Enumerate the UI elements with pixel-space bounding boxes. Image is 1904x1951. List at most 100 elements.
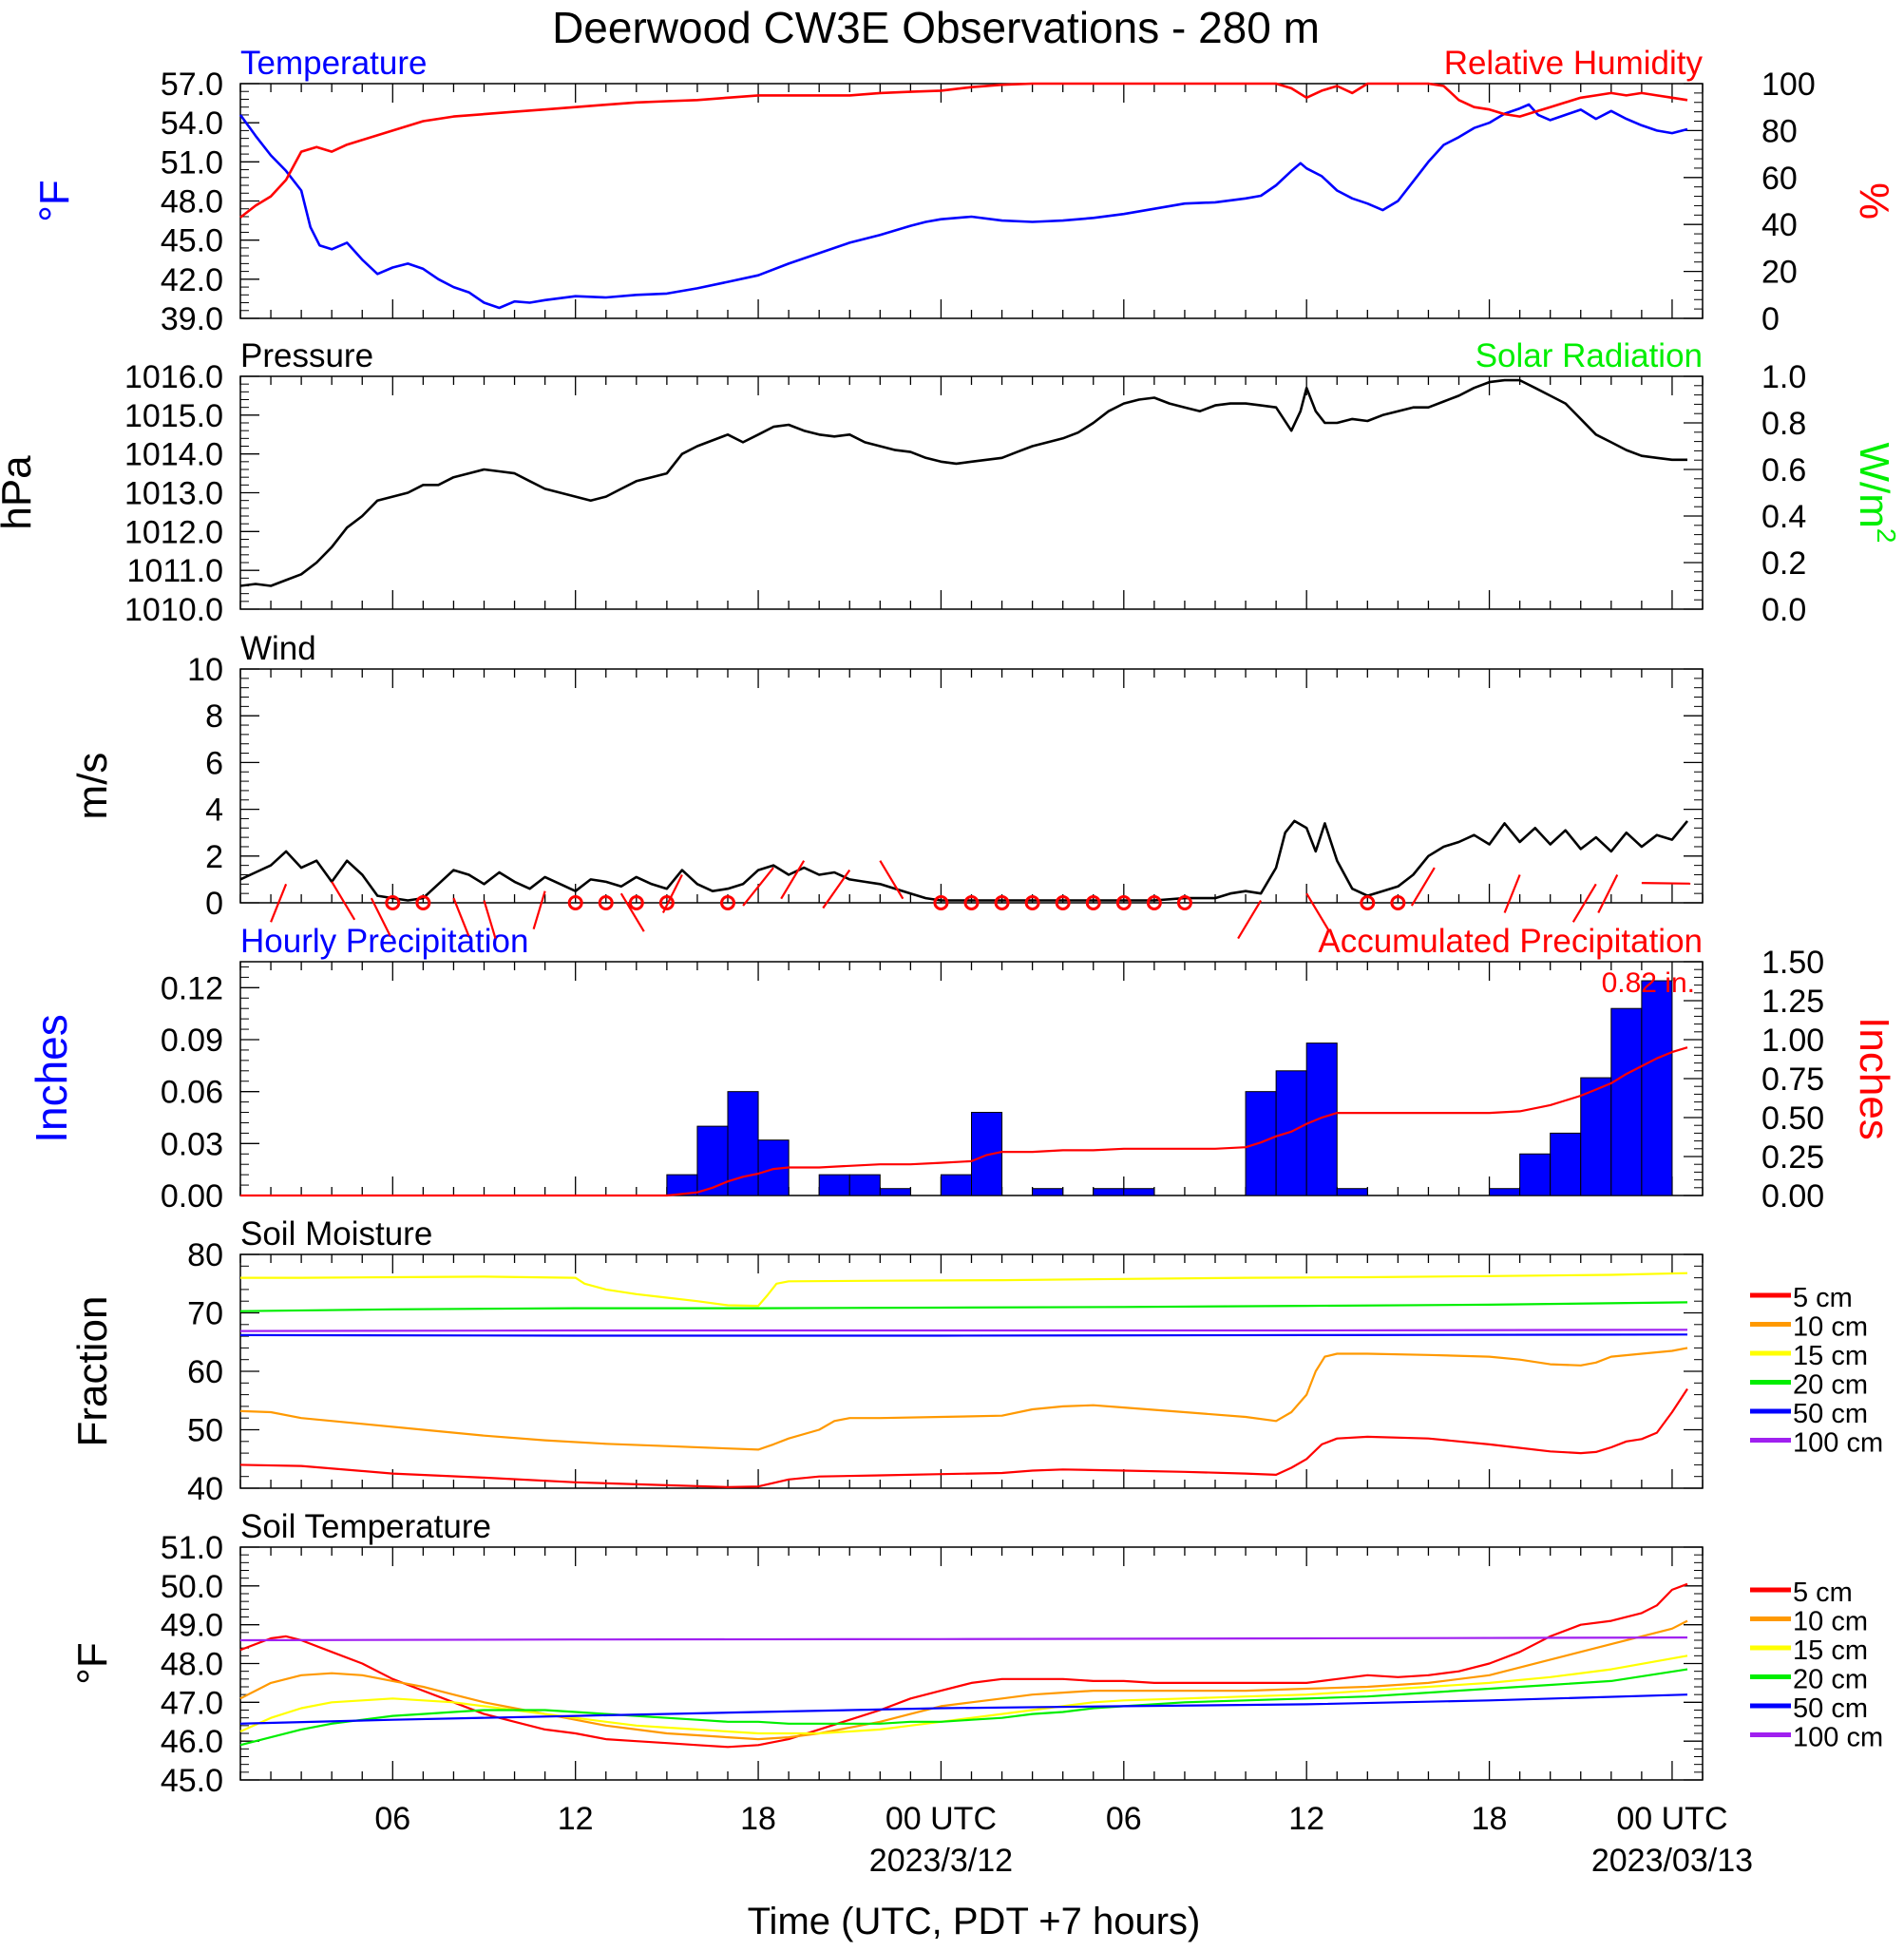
y2-tick-label: 0.75 [1761, 1062, 1824, 1098]
y-tick-label: 80 [187, 1237, 223, 1273]
x-tick-label: 12 [1288, 1801, 1324, 1837]
panel-right-title: Accumulated Precipitation [1318, 923, 1703, 960]
calm-wind-marker [1146, 895, 1162, 910]
panel-pressure: 1010.01011.01012.01013.01014.01015.01016… [0, 337, 1901, 628]
wind-barb [661, 873, 683, 913]
precip-bar [848, 1174, 881, 1196]
precip-bar [1610, 1007, 1643, 1196]
x-tick-date: 2023/3/12 [869, 1843, 1013, 1879]
series-line-accumulated-precipitation [240, 1046, 1688, 1197]
y-tick-label: 8 [205, 698, 223, 735]
y-tick-label: 60 [187, 1354, 223, 1390]
y-tick-label: 0.06 [161, 1075, 223, 1111]
y2-tick-label: 40 [1761, 207, 1798, 243]
calm-wind-marker [598, 895, 614, 910]
panel-wind: 0 2 4 6 8 10 Wind m/s [69, 630, 1704, 922]
y-tick-label: 1016.0 [124, 359, 223, 395]
y-tick-label: 1013.0 [124, 476, 223, 512]
precip-bar [940, 1174, 972, 1196]
series-line-pressure [239, 378, 1687, 587]
wind-barb [742, 867, 774, 907]
series-line-5-cm [239, 1387, 1688, 1488]
y-tick-label: 49.0 [161, 1608, 223, 1644]
panel-frame [239, 668, 1704, 904]
calm-wind-marker [1085, 895, 1101, 910]
series-line-100-cm [239, 1636, 1688, 1642]
legend-label: 50 cm [1793, 1399, 1868, 1429]
left-unit-label: Inches [27, 1014, 76, 1143]
y-tick-label: 57.0 [161, 67, 223, 103]
calm-wind-marker [415, 895, 431, 910]
right-unit-text: Inches [1851, 1017, 1897, 1140]
panel-frame [239, 83, 1704, 319]
wind-barbs [270, 860, 1691, 940]
wind-barb [1571, 883, 1597, 923]
y-tick-label: 39.0 [161, 301, 223, 337]
panel-left-title: Soil Moisture [240, 1215, 432, 1253]
calm-wind-marker [628, 895, 644, 910]
y2-tick-label: 1.0 [1761, 359, 1806, 395]
right-unit-label: % [1851, 182, 1897, 220]
y-tick-label: 6 [205, 745, 223, 781]
y-tick-label: 0.00 [161, 1178, 223, 1215]
left-unit-label: m/s [69, 753, 116, 820]
panel-right-title: Solar Radiation [1476, 337, 1703, 374]
calm-wind-marker [1115, 895, 1132, 910]
calm-wind-marker [720, 895, 735, 910]
series-line-5-cm [239, 1582, 1688, 1749]
legend-label: 10 cm [1793, 1312, 1868, 1343]
right-unit-label: Inches [1851, 1017, 1897, 1140]
series-line-15-cm [239, 1655, 1688, 1735]
y2-tick-label: 0.50 [1761, 1100, 1824, 1137]
precip-bar [971, 1112, 1003, 1196]
legend-label: 20 cm [1793, 1370, 1868, 1401]
y-tick-label: 48.0 [161, 184, 223, 220]
y2-tick-label: 0.6 [1761, 452, 1806, 488]
y2-tick-label: 1.00 [1761, 1023, 1824, 1059]
panel-precip: 0.000.030.060.090.120.000.250.500.751.00… [27, 923, 1897, 1215]
y2-tick-label: 0.2 [1761, 545, 1806, 582]
precip-bar [1550, 1132, 1582, 1196]
panel-left-title: Soil Temperature [240, 1508, 491, 1545]
series-line-10-cm [239, 1347, 1688, 1451]
y-tick-label: 70 [187, 1296, 223, 1332]
wind-barb [1305, 892, 1331, 932]
y2-tick-label: 1.50 [1761, 945, 1824, 981]
figure-title: Deerwood CW3E Observations - 280 m [552, 3, 1320, 52]
y-tick-label: 46.0 [161, 1724, 223, 1760]
precip-bar [1275, 1070, 1307, 1196]
precip-bar [1489, 1188, 1521, 1196]
x-tick-label: 06 [374, 1801, 410, 1837]
y-tick-label: 0.03 [161, 1126, 223, 1162]
series-line-wind [239, 819, 1689, 902]
series-line-20-cm [239, 1301, 1688, 1312]
y-tick-label: 42.0 [161, 262, 223, 298]
wind-barb [1597, 873, 1619, 913]
wind-barb [619, 892, 645, 932]
legend-label: 15 cm [1793, 1341, 1868, 1371]
x-tick-label: 00 UTC [885, 1801, 997, 1837]
calm-wind-marker [1360, 895, 1376, 910]
precip-bar [1032, 1188, 1064, 1196]
precip-bar [727, 1091, 759, 1196]
right-unit-superscript: 2 [1872, 528, 1901, 544]
right-unit-text: % [1851, 182, 1897, 220]
calm-wind-marker [1176, 895, 1192, 910]
left-unit-label: Fraction [69, 1296, 116, 1447]
wind-barb [879, 860, 904, 900]
precip-bar [879, 1188, 911, 1196]
y-tick-label: 47.0 [161, 1685, 223, 1721]
y2-tick-label: 80 [1761, 113, 1798, 149]
y-tick-label: 0.12 [161, 970, 223, 1006]
y2-tick-label: 100 [1761, 67, 1816, 103]
legend-label: 100 cm [1793, 1428, 1883, 1459]
panel-left-title: Hourly Precipitation [240, 923, 528, 960]
legend-label: 15 cm [1793, 1635, 1868, 1666]
y-tick-label: 1011.0 [127, 553, 223, 589]
precip-bar [1580, 1077, 1612, 1196]
y-tick-label: 0.09 [161, 1023, 223, 1059]
x-tick-date: 2023/03/13 [1591, 1843, 1753, 1879]
x-tick-label: 18 [1472, 1801, 1508, 1837]
